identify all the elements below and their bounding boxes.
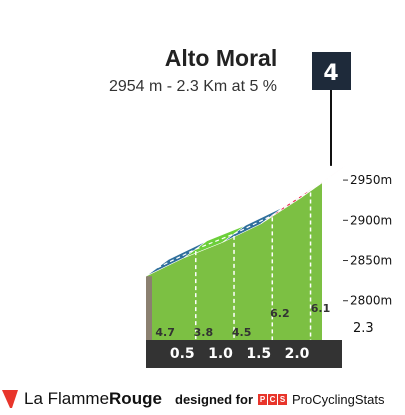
- total-distance-label: 2.3: [353, 321, 374, 336]
- y-tick-label-1: 2900m: [350, 213, 392, 227]
- x-tick-label-1: 1.0: [208, 346, 233, 362]
- designed-for: designed for P C S ProCyclingStats: [175, 386, 385, 412]
- summit-marker: 4: [312, 52, 351, 166]
- profile-front-face: [146, 182, 322, 340]
- category-badge: [312, 52, 351, 90]
- brand-name: La FlammeRouge: [24, 389, 162, 409]
- y-axis: 2950m 2900m 2850m 2800m: [343, 173, 392, 308]
- segment-midline-2: [233, 214, 273, 235]
- gradient-label-0: 4.7: [155, 326, 175, 339]
- summit-pole: [330, 88, 332, 166]
- y-tick-label-3: 2800m: [350, 294, 392, 308]
- gradient-label-3: 6.2: [270, 307, 290, 320]
- brand-logo: La FlammeRouge: [0, 386, 162, 412]
- pcs-logo-p: P: [258, 393, 268, 405]
- footer: La FlammeRouge designed for P C S ProCyc…: [0, 386, 405, 412]
- x-tick-label-2: 1.5: [246, 346, 271, 362]
- pcs-name: ProCyclingStats: [292, 391, 385, 407]
- gradient-label-1: 3.8: [194, 326, 214, 339]
- x-tick-label-3: 2.0: [285, 346, 310, 362]
- x-tick-label-0: 0.5: [170, 346, 195, 362]
- brand-prefix: La Flamme: [24, 389, 110, 408]
- chart-title: Alto Moral: [165, 45, 277, 71]
- brand-bold: Rouge: [109, 389, 162, 408]
- y-tick-label-2: 2850m: [350, 254, 392, 268]
- left-wall-strip: [146, 276, 152, 340]
- segment-midline-3: [271, 189, 311, 216]
- y-tick-label-0: 2950m: [350, 173, 392, 187]
- segment-midline-0: [157, 248, 197, 269]
- designed-label: designed for: [175, 391, 254, 407]
- category-label: 4: [323, 61, 338, 86]
- x-axis: 0.5 1.0 1.5 2.0: [170, 346, 310, 362]
- plot-area: [145, 165, 346, 368]
- gradient-label-4: 6.1: [311, 302, 331, 315]
- segment-midline-4: [310, 173, 334, 191]
- pcs-logo-s: S: [278, 393, 288, 405]
- gradient-labels: 4.7 3.8 4.5 6.2 6.1: [155, 302, 330, 339]
- distance-band: [146, 340, 342, 368]
- chart-subtitle: 2954 m - 2.3 Km at 5 %: [109, 78, 277, 95]
- pcs-logo-c: C: [268, 393, 278, 405]
- flag-icon: [2, 390, 18, 408]
- gradient-label-2: 4.5: [232, 326, 252, 339]
